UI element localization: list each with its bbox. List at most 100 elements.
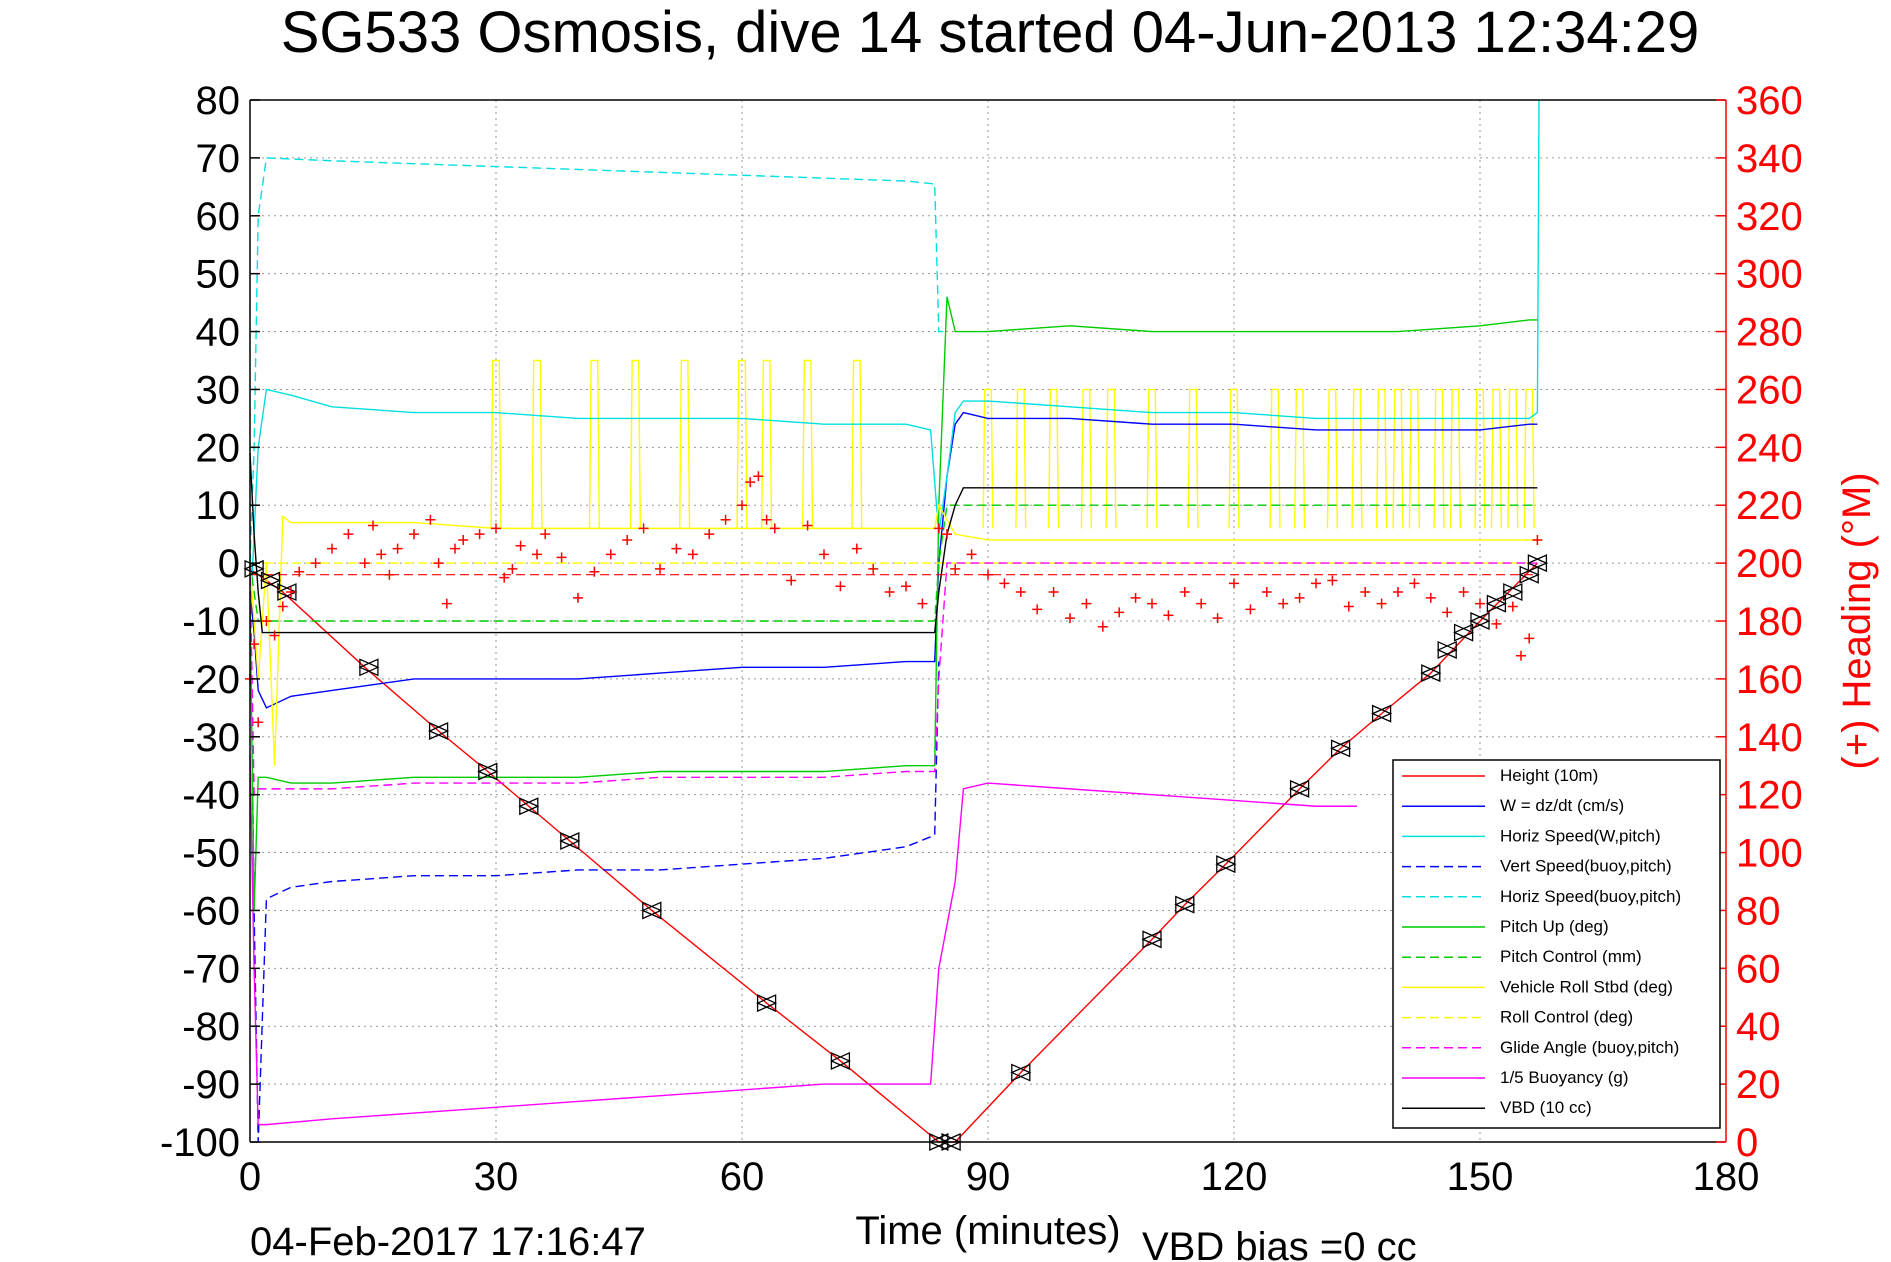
- heading-point: [249, 639, 260, 650]
- heading-point: [261, 616, 272, 626]
- y2-tick-label: 120: [1736, 774, 1803, 818]
- height-marker: [1436, 640, 1458, 659]
- y2-tick-label: 200: [1736, 542, 1803, 586]
- heading-point: [950, 563, 961, 574]
- y-tick-label: -40: [182, 774, 240, 818]
- heading-point: [1475, 598, 1485, 609]
- heading-point: [1147, 598, 1157, 609]
- x-tick-label: 150: [1447, 1155, 1514, 1199]
- heading-point: [409, 529, 419, 540]
- y2-tick-label: 80: [1736, 889, 1781, 933]
- legend-label: W = dz/dt (cm/s): [1500, 796, 1624, 815]
- y2-axis-label: (+) Heading (°M): [1835, 472, 1879, 769]
- heading-point: [327, 543, 337, 554]
- heading-point: [433, 558, 444, 569]
- y2-tick-label: 280: [1736, 311, 1803, 355]
- heading-point: [704, 529, 715, 540]
- roll-spike: [1433, 388, 1445, 529]
- heading-point: [1097, 621, 1108, 632]
- y-tick-label: 80: [196, 79, 241, 123]
- heading-point: [540, 529, 551, 540]
- heading-point: [1507, 601, 1518, 612]
- heading-point: [917, 598, 928, 609]
- roll-spike: [1351, 388, 1363, 529]
- heading-point: [368, 520, 378, 531]
- roll-spike: [490, 359, 502, 529]
- height-marker: [1370, 704, 1393, 723]
- chart-title: SG533 Osmosis, dive 14 started 04-Jun-20…: [281, 0, 1700, 65]
- y2-tick-label: 160: [1736, 658, 1803, 702]
- heading-point: [1114, 607, 1125, 618]
- heading-point: [1081, 598, 1092, 609]
- height-marker: [1141, 930, 1163, 949]
- heading-point: [638, 523, 649, 534]
- heading-point: [499, 572, 510, 583]
- heading-point: [851, 543, 862, 554]
- heading-point: [966, 549, 977, 560]
- y-tick-label: -30: [182, 716, 240, 760]
- heading-point: [532, 549, 542, 560]
- y-tick-label: 20: [196, 426, 241, 470]
- heading-point: [310, 558, 321, 569]
- roll-spike: [1015, 388, 1027, 529]
- roll-spike: [801, 359, 814, 529]
- series-line-1: [249, 411, 1538, 709]
- heading-point: [769, 523, 780, 534]
- y-tick-label: 60: [196, 195, 241, 239]
- heading-point: [1294, 592, 1305, 603]
- heading-point: [1065, 613, 1075, 624]
- legend-label: VBD (10 cc): [1500, 1098, 1592, 1117]
- y-tick-label: -20: [182, 658, 240, 702]
- y-tick-label: -60: [182, 889, 240, 933]
- roll-spike: [1105, 388, 1117, 529]
- x-axis-label: Time (minutes): [855, 1209, 1120, 1253]
- heading-point: [294, 566, 305, 577]
- y-tick-label: -100: [160, 1121, 240, 1165]
- height-marker: [1502, 583, 1524, 602]
- y-tick-label: 0: [218, 542, 240, 586]
- heading-point: [942, 529, 952, 540]
- y-tick-label: 10: [196, 484, 241, 528]
- series-line-11: [249, 453, 1538, 634]
- height-marker: [1174, 895, 1196, 914]
- x-tick-label: 0: [239, 1155, 261, 1199]
- heading-point: [1442, 607, 1453, 618]
- roll-spike: [678, 359, 691, 529]
- roll-spike: [588, 359, 601, 529]
- y-tick-label: 30: [196, 368, 241, 412]
- y2-tick-label: 320: [1736, 195, 1803, 239]
- roll-spike: [1490, 388, 1503, 529]
- roll-spike: [1228, 388, 1240, 529]
- y2-tick-label: 260: [1736, 368, 1803, 412]
- y2-tick-label: 20: [1736, 1063, 1781, 1107]
- height-marker: [358, 658, 380, 677]
- heading-point: [1015, 587, 1026, 598]
- heading-point: [1311, 578, 1321, 589]
- y2-tick-label: 0: [1736, 1121, 1758, 1165]
- y2-tick-label: 220: [1736, 484, 1803, 528]
- heading-point: [655, 563, 665, 574]
- height-marker: [755, 994, 778, 1013]
- heading-point: [269, 630, 280, 641]
- heading-point: [622, 534, 633, 545]
- y2-tick-label: 140: [1736, 716, 1803, 760]
- y2-tick-label: 180: [1736, 600, 1803, 644]
- heading-point: [1425, 592, 1436, 603]
- heading-point: [450, 543, 460, 554]
- heading-point: [835, 581, 846, 592]
- heading-point: [1163, 610, 1174, 621]
- heading-point: [1048, 587, 1059, 598]
- heading-point: [761, 514, 772, 525]
- heading-point: [1196, 598, 1207, 609]
- heading-point: [384, 569, 395, 580]
- axis-ticks: 0 30 60 90 120 150 18080706050403020100-10-20-…: [160, 79, 1803, 1199]
- y-tick-label: -70: [182, 947, 240, 991]
- legend-label: Pitch Up (deg): [1500, 917, 1609, 936]
- x-tick-label: 90: [966, 1155, 1011, 1199]
- roll-spike: [1474, 388, 1486, 529]
- y-tick-label: -10: [182, 600, 240, 644]
- roll-spike: [1523, 388, 1535, 529]
- heading-point: [474, 529, 485, 540]
- heading-point: [589, 566, 600, 577]
- heading-point: [983, 569, 993, 580]
